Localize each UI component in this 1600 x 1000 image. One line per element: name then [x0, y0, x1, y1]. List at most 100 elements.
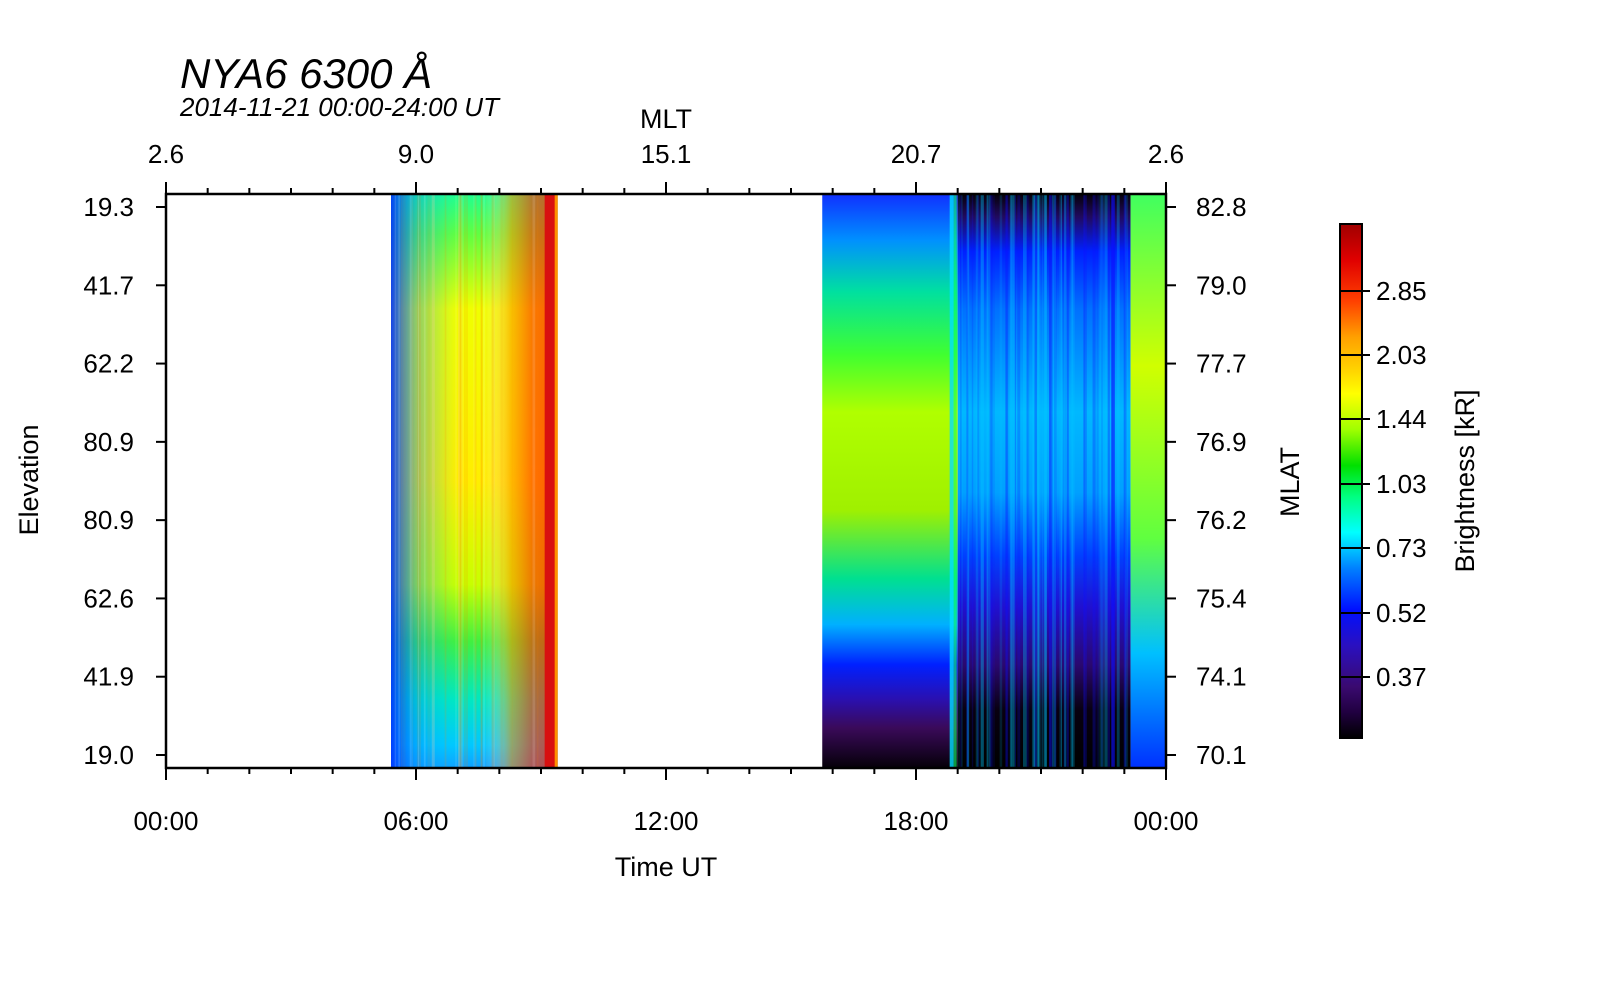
heatmap-streak: [458, 194, 460, 768]
mlat-tick-label: 79.0: [1196, 270, 1247, 300]
heatmap-streak: [1124, 194, 1129, 768]
right-axis-labels: 82.8 79.0 77.7 76.9 76.2 75.4 74.1 70.1: [1196, 192, 1247, 770]
heatmap-streak: [1063, 194, 1066, 768]
mlat-tick-label: 76.2: [1196, 505, 1247, 535]
heatmap-streak: [480, 194, 483, 768]
mlt-tick-label: 9.0: [398, 139, 434, 169]
colorbar-tick-label: 2.03: [1376, 340, 1427, 370]
colorbar-tick-label: 0.73: [1376, 533, 1427, 563]
heatmap-streak: [1060, 194, 1063, 768]
y-tick-label: 62.6: [83, 583, 134, 613]
heatmap-streak: [1048, 194, 1052, 768]
mlat-tick-label: 75.4: [1196, 583, 1247, 613]
heatmap-streak: [1111, 194, 1115, 768]
heatmap-streak: [971, 194, 974, 768]
heatmap-streak: [1084, 194, 1087, 768]
heatmap-streak: [460, 194, 464, 768]
heatmap-streak: [394, 194, 397, 768]
mlt-tick-label: 2.6: [1148, 139, 1184, 169]
y-tick-label: 41.7: [83, 270, 134, 300]
heatmap-streak: [1038, 194, 1040, 768]
colorbar-tick-label: 0.52: [1376, 598, 1427, 628]
colorbar-tick-label: 1.44: [1376, 404, 1427, 434]
y-tick-label: 80.9: [83, 427, 134, 457]
data-block-evening: [822, 194, 1166, 768]
heatmap-edge-morning: [391, 194, 558, 768]
heatmap-streak: [417, 194, 420, 768]
chart-title: NYA6 6300 Å: [180, 50, 432, 97]
data-block-morning: [391, 194, 558, 768]
colorbar-tick-label: 2.85: [1376, 276, 1427, 306]
x-tick-label: 00:00: [133, 806, 198, 836]
heatmap-streak: [1005, 194, 1008, 768]
top-axis-labels: 2.6 9.0 15.1 20.7 2.6: [148, 139, 1184, 169]
heatmap-streak: [398, 194, 401, 768]
heatmap-streak: [992, 194, 995, 768]
heatmap-streak: [953, 194, 957, 768]
heatmap-streak: [465, 194, 468, 768]
heatmap-streak: [1096, 194, 1099, 768]
heatmap-streak: [417, 194, 420, 768]
heatmap-streak: [1072, 194, 1075, 768]
heatmap-streak: [1123, 194, 1127, 768]
heatmap-streak: [1032, 194, 1036, 768]
heatmap-streaks-night: [949, 194, 1129, 768]
y-tick-label: 62.2: [83, 349, 134, 379]
heatmap-streak: [960, 194, 963, 768]
heatmap-streak: [1107, 194, 1110, 768]
heatmap-streak: [536, 194, 539, 768]
heatmap-streak: [1005, 194, 1009, 768]
x-axis-labels: 00:00 06:00 12:00 18:00 00:00: [133, 806, 1198, 836]
heatmap-streak: [511, 194, 513, 768]
heatmap-streak: [1041, 194, 1044, 768]
y-tick-label: 80.9: [83, 505, 134, 535]
x-tick-label: 18:00: [883, 806, 948, 836]
x-tick-label: 00:00: [1133, 806, 1198, 836]
y-axis-title: Elevation: [14, 424, 44, 535]
heatmap-streak: [416, 194, 418, 768]
heatmap-streak: [1098, 194, 1102, 768]
colorbar-tick-label: 0.37: [1376, 662, 1427, 692]
heatmap-streak: [1027, 194, 1030, 768]
heatmap-streak: [987, 194, 991, 768]
heatmap-streak: [458, 194, 461, 768]
heatmap-streak: [402, 194, 406, 768]
heatmap-streak: [1014, 194, 1016, 768]
colorbar-tick-label: 1.03: [1376, 469, 1427, 499]
heatmap-streak: [967, 194, 970, 768]
heatmap-streak: [431, 194, 433, 768]
heatmap-streak: [1071, 194, 1074, 768]
heatmap-streak: [491, 194, 495, 768]
heatmap-streak: [493, 194, 495, 768]
colorbar: 2.85 2.03 1.44 1.03 0.73 0.52 0.37 Brigh…: [1339, 223, 1480, 739]
heatmap-streak: [1070, 194, 1073, 768]
heatmap-streak: [466, 194, 468, 768]
y-tick-label: 41.9: [83, 662, 134, 692]
heatmap-streak: [1048, 194, 1053, 768]
heatmap-streak: [483, 194, 485, 768]
heatmap-streak: [976, 194, 979, 768]
heatmap-streak: [1026, 194, 1029, 768]
heatmap-streak: [975, 194, 978, 768]
heatmap-streak: [1104, 194, 1108, 768]
heatmap-streak: [1059, 194, 1063, 768]
heatmap-streak: [1064, 194, 1067, 768]
heatmap-streak: [1017, 194, 1021, 768]
heatmap-streak: [989, 194, 993, 768]
heatmap-streak: [979, 194, 983, 768]
heatmap-streak: [459, 194, 463, 768]
heatmap: [391, 194, 1166, 768]
heatmap-streak: [1064, 194, 1067, 768]
heatmap-streak: [1043, 194, 1047, 768]
heatmap-streak: [532, 194, 536, 768]
heatmap-streak: [475, 194, 477, 768]
heatmap-streak: [432, 194, 435, 768]
heatmap-streak: [1111, 194, 1114, 768]
mlat-tick-label: 82.8: [1196, 192, 1247, 222]
heatmap-streak: [999, 194, 1003, 768]
top-axis-title: MLT: [640, 104, 692, 134]
heatmap-streak: [1033, 194, 1036, 768]
chart-subtitle: 2014-11-21 00:00-24:00 UT: [179, 92, 501, 122]
x-tick-label: 06:00: [383, 806, 448, 836]
heatmap-streak: [957, 194, 961, 768]
